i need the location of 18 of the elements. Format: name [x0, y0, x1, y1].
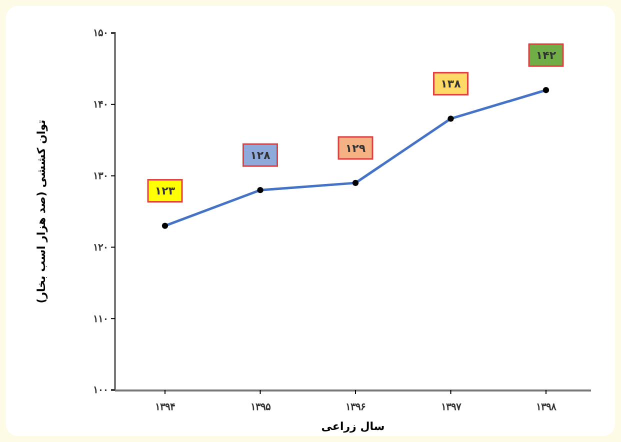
x-tick-label: ۱۳۹۷ [440, 402, 462, 413]
y-axis-title: توان کششی (صد هزار اسب بخار) [35, 120, 48, 304]
data-label: ۱۴۲ [536, 48, 556, 62]
x-tick-label: ۱۳۹۶ [346, 402, 366, 413]
data-label: ۱۳۸ [440, 78, 462, 91]
y-tick-label: ۱۲۰ [93, 242, 108, 254]
data-label: ۱۲۳ [154, 184, 176, 198]
x-tick-label: ۱۳۹۵ [250, 402, 272, 413]
y-tick-label: ۱۵۰ [93, 28, 108, 40]
x-tick-label: ۱۳۹۸ [536, 402, 557, 413]
y-tick-label: ۱۱۰ [93, 314, 108, 325]
x-tick-label: ۱۳۹۴ [155, 402, 175, 413]
y-tick-label: ۱۰۰ [93, 385, 108, 396]
y-tick-label: ۱۴۰ [93, 100, 108, 111]
data-label: ۱۲۸ [250, 148, 271, 162]
y-tick-label: ۱۳۰ [93, 171, 108, 182]
x-axis-title: سال زراعی [321, 420, 385, 433]
data-label: ۱۲۹ [345, 142, 366, 155]
